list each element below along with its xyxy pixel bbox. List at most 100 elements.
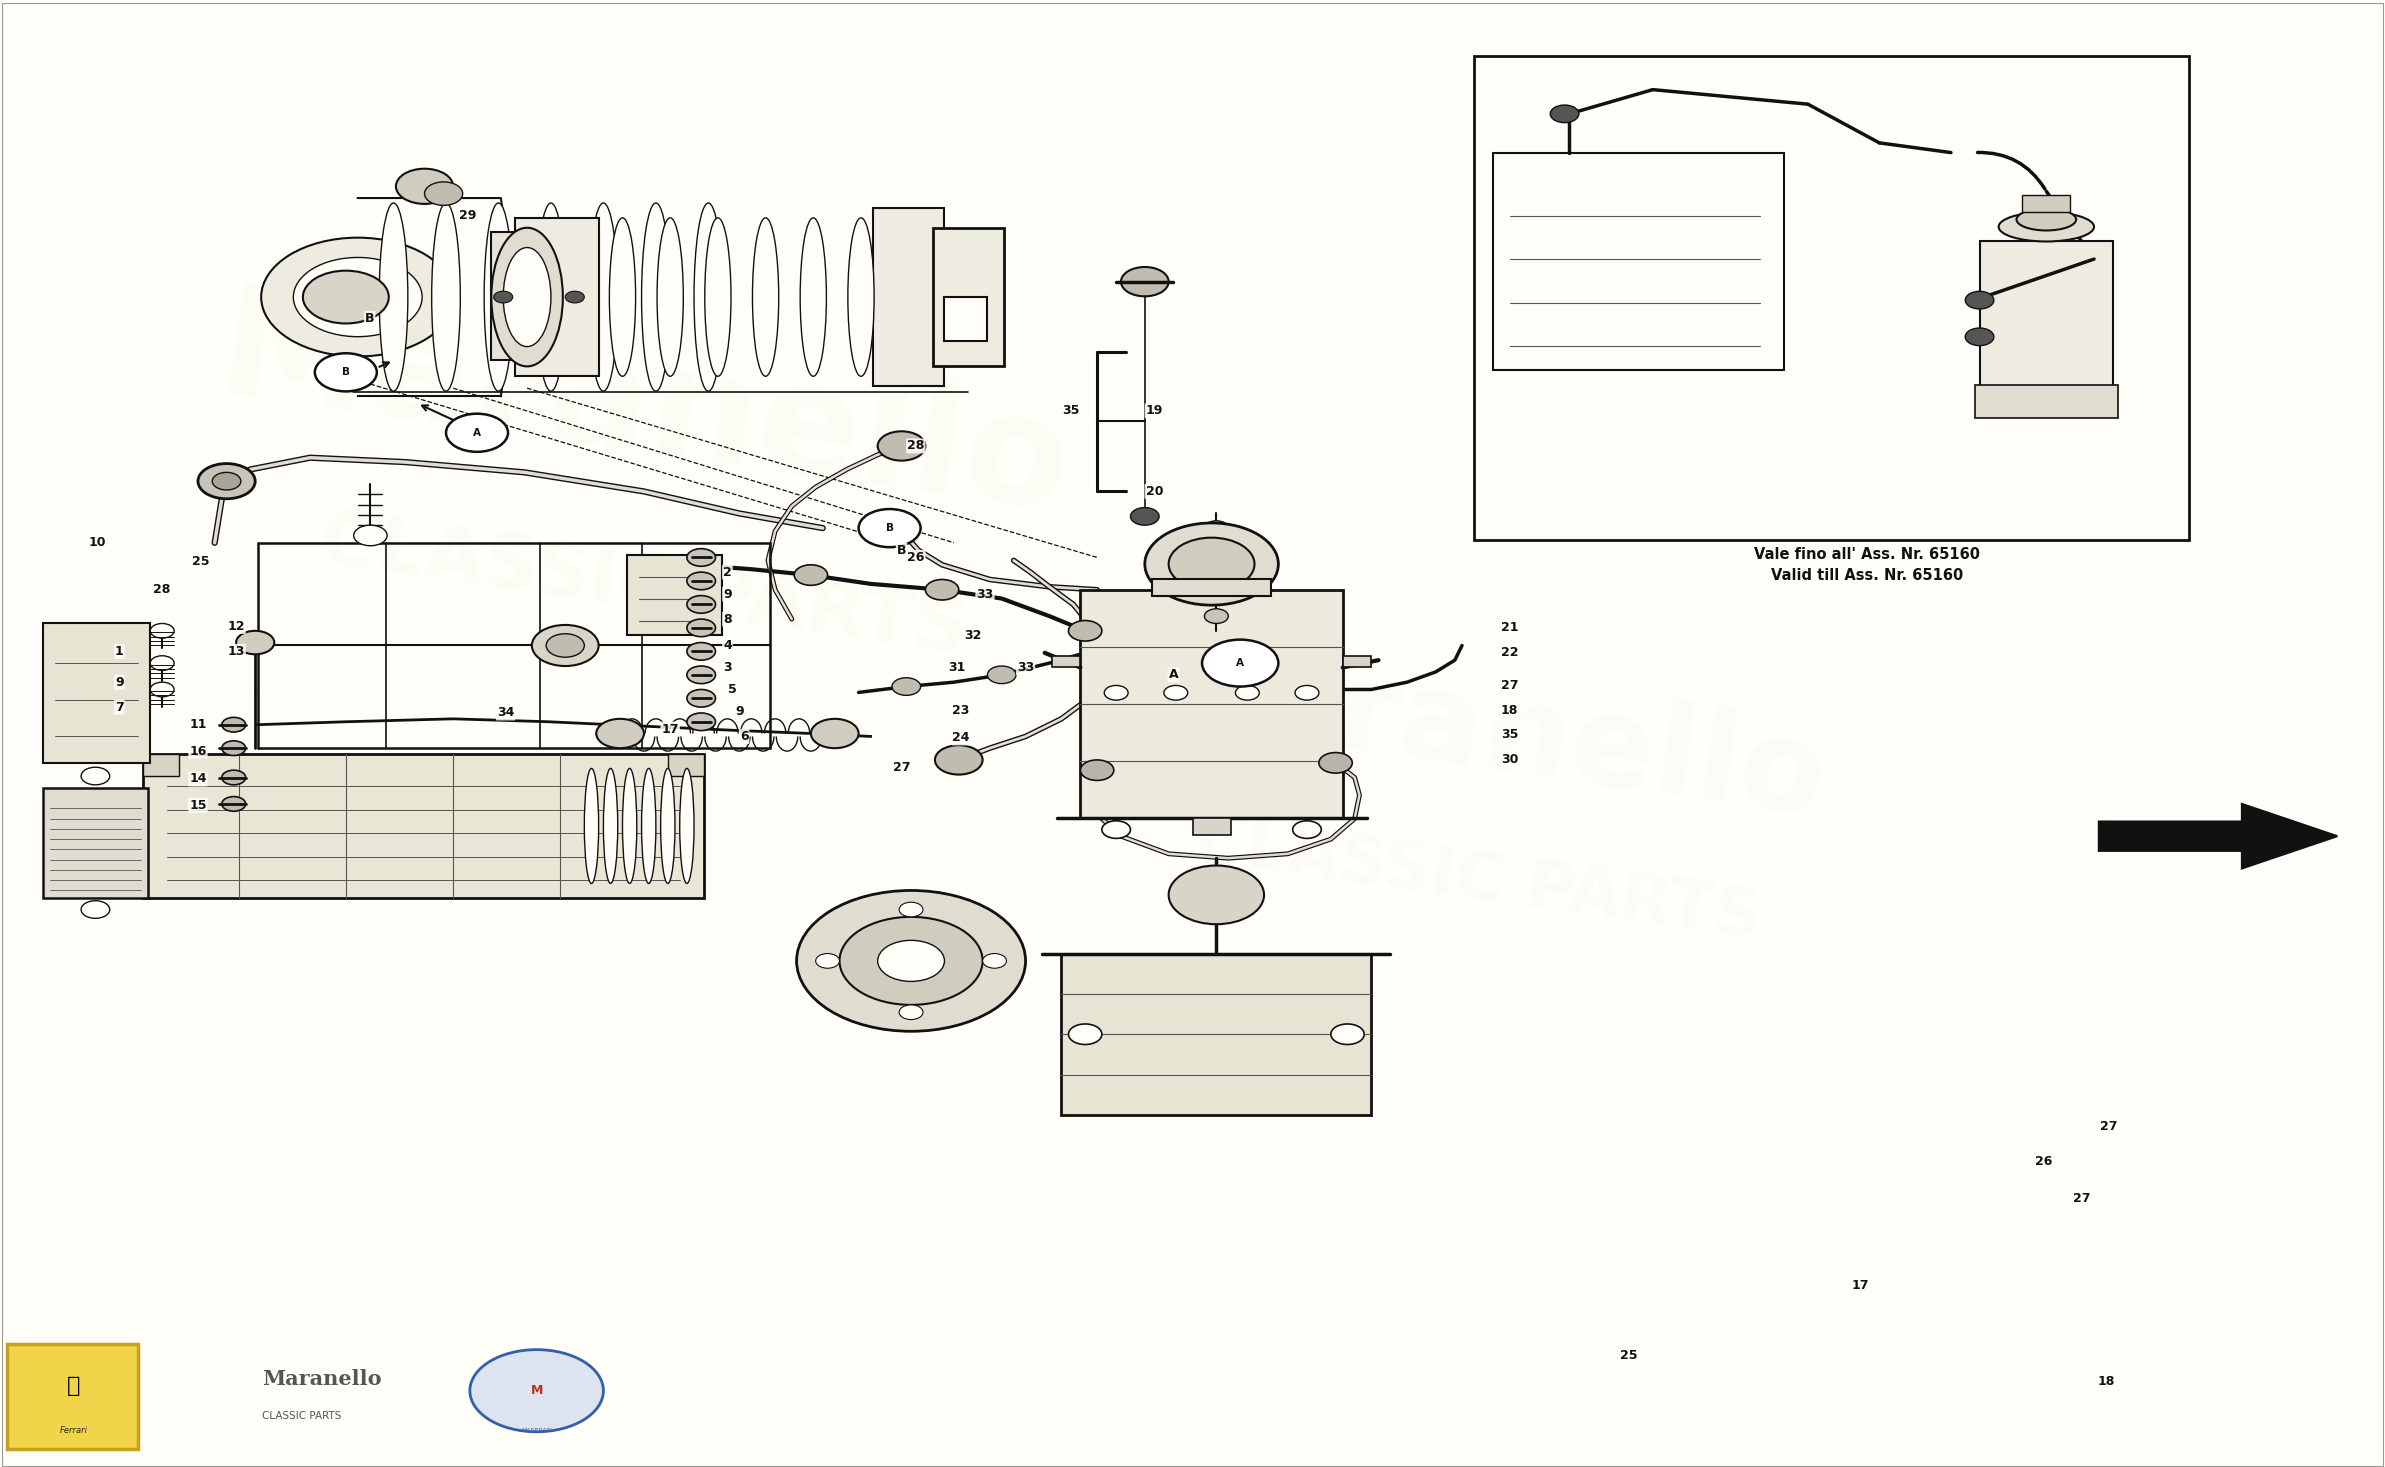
Ellipse shape [622, 769, 637, 883]
Bar [143, 754, 704, 898]
Circle shape [1121, 267, 1169, 296]
Ellipse shape [432, 202, 460, 392]
Text: 30: 30 [1500, 754, 1519, 766]
Ellipse shape [537, 202, 565, 392]
Text: 27: 27 [2099, 1121, 2118, 1133]
Ellipse shape [503, 248, 551, 346]
Ellipse shape [694, 202, 723, 392]
Text: 27: 27 [1500, 679, 1519, 691]
Text: 20: 20 [1145, 486, 1164, 497]
Bar [2022, 195, 2070, 213]
Circle shape [293, 258, 422, 337]
Ellipse shape [706, 217, 730, 377]
Text: 19: 19 [1145, 405, 1164, 417]
Circle shape [315, 354, 377, 392]
Circle shape [687, 572, 716, 590]
Bar [1152, 579, 1271, 597]
Circle shape [1319, 753, 1352, 773]
Circle shape [687, 713, 716, 731]
Ellipse shape [754, 217, 778, 377]
Ellipse shape [603, 769, 618, 883]
Ellipse shape [2015, 208, 2075, 230]
Bar [1052, 656, 1080, 667]
Bar [933, 227, 1004, 367]
Bar [1975, 386, 2118, 418]
Circle shape [150, 682, 174, 697]
Text: 3: 3 [723, 662, 732, 673]
Bar [491, 232, 599, 361]
Text: 5: 5 [727, 684, 737, 695]
Text: B: B [341, 367, 351, 377]
Circle shape [236, 631, 274, 654]
Circle shape [212, 472, 241, 490]
Text: 18: 18 [2096, 1376, 2115, 1388]
Circle shape [222, 717, 246, 732]
Text: 6: 6 [739, 731, 749, 742]
Ellipse shape [680, 769, 694, 883]
Circle shape [687, 596, 716, 613]
Text: 26: 26 [906, 552, 925, 563]
Text: Vale fino all' Ass. Nr. 65160
Valid till Ass. Nr. 65160: Vale fino all' Ass. Nr. 65160 Valid till… [1755, 547, 1980, 584]
Text: 12: 12 [227, 621, 246, 632]
Circle shape [1164, 685, 1188, 700]
Text: 13: 13 [227, 645, 246, 657]
Circle shape [1204, 550, 1228, 565]
Ellipse shape [611, 217, 634, 377]
Text: 35: 35 [1061, 405, 1080, 417]
Circle shape [222, 797, 246, 811]
Circle shape [1295, 685, 1319, 700]
Circle shape [262, 238, 456, 356]
Text: 23: 23 [952, 704, 971, 716]
Text: Ferrari: Ferrari [60, 1426, 88, 1435]
Text: CLASSIC PARTS: CLASSIC PARTS [315, 505, 973, 669]
Ellipse shape [658, 217, 682, 377]
Ellipse shape [661, 769, 675, 883]
Circle shape [1169, 538, 1255, 590]
Circle shape [811, 719, 859, 748]
Text: MASERATI: MASERATI [522, 1427, 551, 1433]
Circle shape [222, 770, 246, 785]
Circle shape [816, 954, 840, 968]
Ellipse shape [642, 769, 656, 883]
Text: 9: 9 [723, 588, 732, 600]
Circle shape [1204, 521, 1228, 535]
Circle shape [1145, 522, 1278, 604]
Circle shape [899, 1005, 923, 1020]
Circle shape [353, 525, 386, 546]
Text: 10: 10 [88, 537, 107, 549]
Text: 🐴: 🐴 [67, 1376, 81, 1397]
Circle shape [150, 623, 174, 638]
Text: 18: 18 [1500, 704, 1519, 716]
Bar [43, 788, 148, 898]
Text: Maranello: Maranello [210, 277, 1078, 544]
Text: 35: 35 [1500, 729, 1519, 741]
Text: A: A [472, 428, 482, 437]
Circle shape [81, 901, 110, 918]
Circle shape [222, 741, 246, 756]
Text: M: M [529, 1385, 544, 1397]
Bar [627, 555, 723, 635]
Ellipse shape [491, 227, 563, 367]
Circle shape [565, 292, 584, 304]
Circle shape [687, 666, 716, 684]
Text: 34: 34 [496, 707, 515, 719]
Text: 29: 29 [458, 210, 477, 222]
Bar [1061, 954, 1371, 1115]
Text: 17: 17 [661, 723, 680, 735]
Circle shape [1202, 640, 1278, 687]
Circle shape [1102, 822, 1130, 839]
Circle shape [1104, 685, 1128, 700]
Text: 9: 9 [114, 676, 124, 688]
Circle shape [1550, 106, 1579, 123]
Circle shape [935, 745, 983, 775]
Text: 1: 1 [114, 645, 124, 657]
Ellipse shape [801, 217, 828, 377]
Text: B: B [885, 524, 894, 533]
Bar [515, 219, 599, 377]
Bar [1192, 819, 1231, 836]
Text: 15: 15 [188, 800, 207, 811]
Text: 16: 16 [188, 745, 207, 757]
Polygon shape [2099, 804, 2337, 868]
Text: 22: 22 [1500, 647, 1519, 659]
Circle shape [687, 619, 716, 637]
